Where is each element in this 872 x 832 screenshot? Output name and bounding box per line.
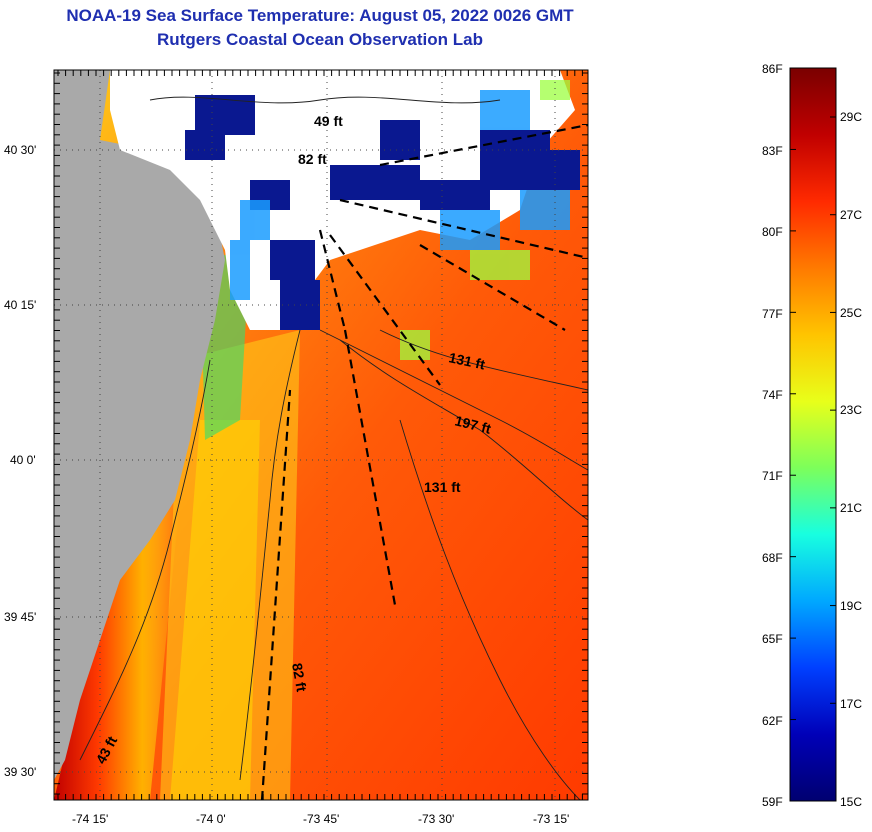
- map-title: NOAA-19 Sea Surface Temperature: August …: [66, 6, 574, 25]
- contour-label-82-south: 82 ft: [289, 662, 310, 693]
- transect-lines: [260, 123, 588, 800]
- lon-label-73-45: -73 45': [303, 812, 339, 826]
- contour-label-131-south: 131 ft: [424, 479, 461, 495]
- lon-label-74-0: -74 0': [196, 812, 226, 826]
- lat-label-39-45: 39 45': [4, 610, 36, 624]
- bathymetry-contours: [79, 96, 588, 800]
- lon-label-73-30: -73 30': [418, 812, 454, 826]
- lon-label-73-15: -73 15': [533, 812, 569, 826]
- lat-label-39-30: 39 30': [4, 765, 36, 779]
- lat-label-40-30: 40 30': [4, 143, 36, 157]
- map-frame: [53, 69, 589, 801]
- map-subtitle: Rutgers Coastal Ocean Observation Lab: [157, 30, 483, 49]
- lat-label-40-15: 40 15': [4, 298, 36, 312]
- lat-label-40-0: 40 0': [10, 453, 36, 467]
- contour-label-49: 49 ft: [314, 113, 343, 129]
- land-mass: [54, 70, 225, 780]
- contour-label-82-north: 82 ft: [298, 151, 327, 167]
- contour-label-131-north: 131 ft: [447, 349, 486, 372]
- lon-label-74-15: -74 15': [72, 812, 108, 826]
